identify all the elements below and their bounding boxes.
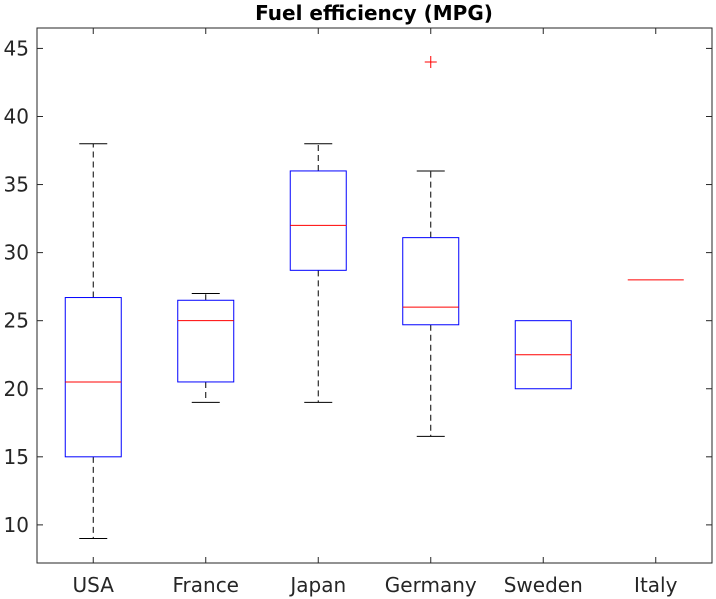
box-usa bbox=[64, 297, 122, 458]
x-tick-label: Sweden bbox=[504, 573, 583, 597]
y-tick-label: 45 bbox=[4, 36, 29, 60]
x-tick-label: Italy bbox=[634, 573, 678, 597]
y-tick-label: 15 bbox=[4, 445, 29, 469]
box-france bbox=[177, 299, 235, 383]
y-tick-label: 20 bbox=[4, 377, 29, 401]
x-tick-label: France bbox=[172, 573, 239, 597]
y-tick-label: 35 bbox=[4, 173, 29, 197]
outlier-germany bbox=[424, 56, 437, 69]
y-tick-label: 30 bbox=[4, 241, 29, 265]
x-tick-label: Germany bbox=[385, 573, 477, 597]
plot-frame bbox=[36, 27, 713, 564]
x-tick-label: USA bbox=[73, 573, 115, 597]
y-tick-label: 40 bbox=[4, 104, 29, 128]
box-germany bbox=[402, 237, 460, 326]
y-tick-label: 25 bbox=[4, 309, 29, 333]
chart-title: Fuel efficiency (MPG) bbox=[255, 1, 493, 25]
box-japan bbox=[289, 170, 347, 271]
plot-area: 10 15 20 25 30 35 40 45 USA France Japan Germany Swe… bbox=[4, 27, 713, 597]
x-tick-label: Japan bbox=[288, 573, 346, 597]
y-tick-label: 10 bbox=[4, 513, 29, 537]
